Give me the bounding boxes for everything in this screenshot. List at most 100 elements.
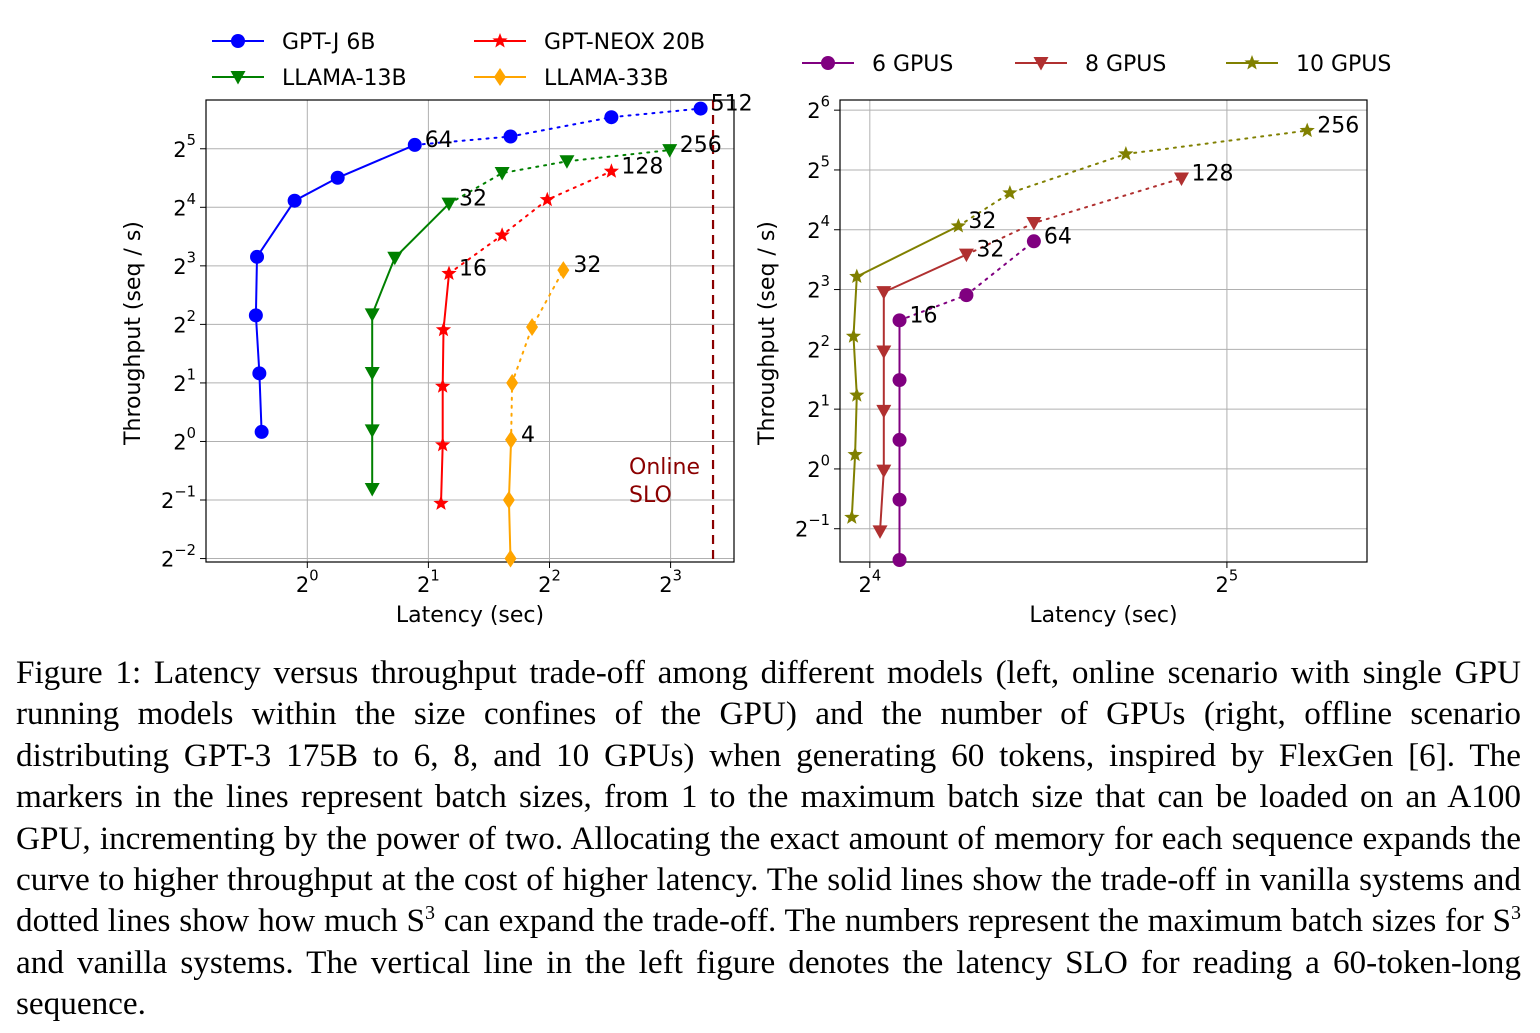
data-point [494,227,510,242]
data-point [876,464,892,479]
data-point [876,286,892,300]
data-point [1118,146,1134,161]
x-tick-label: 22 [538,567,561,597]
legend-label: GPT-NEOX 20B [544,30,705,55]
legend-label: 6 GPUS [872,52,953,77]
series-solid-line [254,143,416,432]
plot-frame [839,99,1368,563]
batch-size-label: 64 [1044,224,1072,249]
data-point [506,373,519,392]
data-point [248,308,263,323]
figure-svg: 20 21 22 23 2−2 2−1 20 21 22 23 24 25 Latency (sec) T… [121,30,1391,628]
series-solid-line [879,253,967,532]
batch-size-label: 64 [425,128,453,153]
legend-label: 8 GPUS [1085,52,1166,77]
data-point [876,404,892,419]
data-point [847,446,863,462]
data-point [845,328,862,343]
batch-size-label: 4 [521,423,535,448]
data-point [287,193,302,208]
series-10-gpus: 32 256 [844,114,1359,524]
data-point [250,249,265,264]
data-point [662,144,678,158]
series-dotted-line [510,269,565,441]
y-tick-label: 25 [173,132,196,162]
series-solid-line [371,202,450,489]
y-tick-label: 22 [807,333,830,363]
batch-size-label: 512 [711,92,753,117]
slo-label: SLO [629,483,672,508]
data-point [364,424,380,438]
data-point [876,345,892,360]
caption-superscript-2: 3 [1511,902,1521,925]
batch-size-label: 16 [910,303,938,328]
series-solid-line [850,225,959,518]
data-point [892,373,907,388]
data-point [254,424,269,439]
y-tick-label: 21 [173,366,196,396]
series-dotted-line [957,129,1309,228]
legend-marker [1244,55,1260,70]
caption-text-2: can expand the trade-off. The numbers re… [434,902,1511,940]
x-tick-label: 20 [296,567,319,597]
data-point [1026,234,1041,249]
data-point [604,110,619,125]
legend-marker [230,71,246,85]
data-point [441,265,457,280]
slo-label: Online [629,455,700,480]
data-point [849,268,865,283]
legend-marker [494,68,506,86]
legend: 6 GPUS 8 GPUS 10 GPUS [802,52,1391,77]
series-dotted-line [448,170,613,275]
series-dotted-line [448,149,671,205]
series-gpt-neox-20b: 16 128 [433,154,663,510]
data-point [892,552,907,567]
data-point [1173,172,1189,186]
series-llama-13b: 32 256 [364,133,722,497]
y-tick-label: 24 [173,191,196,221]
figure-caption: Figure 1: Latency versus throughput trad… [16,652,1521,1025]
data-point [504,549,517,568]
data-point [505,430,518,449]
batch-size-label: 32 [573,253,601,278]
data-point [502,491,515,510]
x-tick-label: 23 [659,567,682,597]
legend-marker [1033,57,1049,71]
data-point [503,129,518,144]
x-tick-label: 24 [858,567,881,597]
data-point [892,492,907,507]
x-tick-label: 25 [1216,567,1239,597]
series-dotted-line [413,107,702,146]
data-point [407,137,422,152]
caption-superscript-1: 3 [424,902,435,925]
data-point [892,313,907,328]
batch-size-label: 256 [1317,114,1359,139]
data-point [959,288,974,303]
y-tick-label: 2−1 [795,512,830,542]
data-point [494,167,510,181]
data-point [950,218,966,233]
x-axis-label: Latency (sec) [1029,603,1177,628]
data-point [844,509,860,524]
data-point [892,432,907,447]
data-point [958,248,974,263]
right-chart: 24 25 2−1 20 21 22 23 24 25 26 Latency (sec) Throug… [755,52,1391,628]
data-point [603,163,619,178]
y-tick-label: 20 [173,425,196,455]
y-tick-label: 21 [807,393,830,423]
series-8-gpus: 32 128 [872,161,1233,539]
data-point [364,482,380,497]
data-point [364,308,380,322]
legend-marker [231,34,245,48]
batch-size-label: 256 [680,133,722,158]
batch-size-label: 128 [1191,161,1233,186]
series-llama-33b: 4 32 [502,253,601,568]
y-tick-label: 26 [807,94,830,124]
caption-text-3: and vanilla systems. The vertical line i… [16,943,1521,1023]
data-point [849,387,865,402]
data-point [539,191,555,207]
data-point [387,251,403,266]
legend-label: LLAMA-33B [544,66,669,91]
batch-size-label: 32 [976,238,1004,263]
